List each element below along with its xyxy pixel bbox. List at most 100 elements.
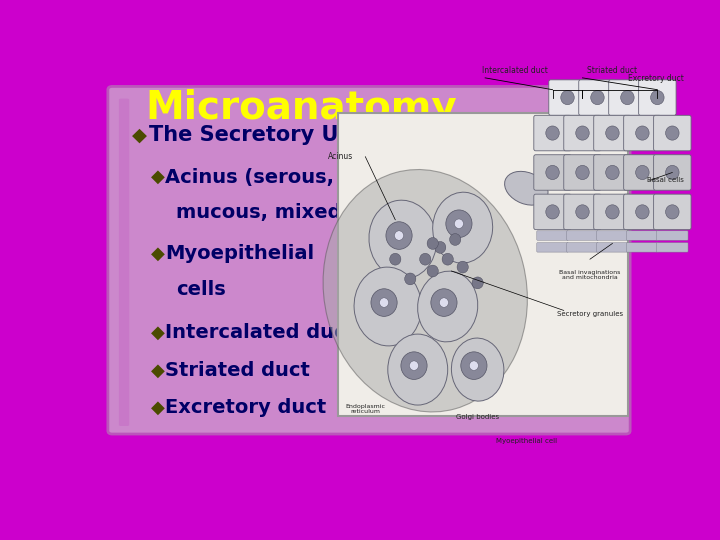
Circle shape (665, 126, 679, 140)
Circle shape (606, 126, 619, 140)
Text: Excretory duct: Excretory duct (166, 399, 327, 417)
Circle shape (379, 298, 389, 307)
Text: Basal invaginations
and mitochondria: Basal invaginations and mitochondria (559, 269, 621, 280)
Circle shape (461, 352, 487, 380)
FancyBboxPatch shape (597, 242, 628, 252)
FancyBboxPatch shape (549, 80, 586, 116)
Circle shape (590, 91, 604, 105)
FancyBboxPatch shape (564, 194, 601, 230)
Text: ◆: ◆ (151, 399, 166, 417)
FancyBboxPatch shape (537, 231, 568, 240)
Text: Striated duct: Striated duct (166, 361, 310, 380)
Circle shape (454, 219, 464, 228)
Ellipse shape (505, 171, 548, 205)
FancyBboxPatch shape (594, 116, 631, 151)
Text: Golgi bodies: Golgi bodies (456, 414, 499, 420)
Circle shape (576, 165, 589, 180)
Text: Acinus (serous,: Acinus (serous, (166, 167, 334, 186)
Circle shape (651, 91, 664, 105)
Circle shape (386, 222, 412, 249)
Circle shape (576, 205, 589, 219)
Circle shape (457, 261, 468, 273)
Circle shape (469, 361, 478, 370)
Text: ◆: ◆ (151, 168, 166, 186)
Text: Intercalated duct: Intercalated duct (482, 66, 548, 75)
Circle shape (449, 234, 461, 245)
FancyBboxPatch shape (657, 242, 688, 252)
FancyBboxPatch shape (626, 242, 658, 252)
Text: Acinus: Acinus (328, 152, 353, 161)
Circle shape (442, 253, 454, 265)
Text: ◆: ◆ (151, 324, 166, 342)
FancyBboxPatch shape (534, 155, 571, 190)
Circle shape (606, 165, 619, 180)
Ellipse shape (433, 192, 492, 263)
Circle shape (546, 205, 559, 219)
FancyBboxPatch shape (657, 231, 688, 240)
Ellipse shape (451, 338, 504, 401)
FancyBboxPatch shape (534, 116, 571, 151)
Circle shape (405, 273, 416, 285)
Text: Excretory duct: Excretory duct (628, 74, 683, 83)
FancyBboxPatch shape (564, 116, 601, 151)
Circle shape (576, 126, 589, 140)
Text: Microanatomy: Microanatomy (145, 90, 457, 127)
Circle shape (665, 165, 679, 180)
FancyBboxPatch shape (608, 80, 646, 116)
FancyBboxPatch shape (567, 242, 598, 252)
FancyBboxPatch shape (534, 194, 571, 230)
FancyBboxPatch shape (567, 231, 598, 240)
FancyBboxPatch shape (624, 155, 661, 190)
Text: Secretory granules: Secretory granules (557, 312, 623, 318)
Circle shape (561, 91, 575, 105)
Circle shape (472, 277, 483, 289)
Ellipse shape (388, 334, 448, 405)
Text: Endoplasmic
reticulum: Endoplasmic reticulum (346, 403, 385, 414)
Text: Basal cells: Basal cells (647, 177, 683, 184)
FancyBboxPatch shape (654, 116, 691, 151)
Text: ◆: ◆ (151, 361, 166, 380)
FancyBboxPatch shape (594, 155, 631, 190)
Text: Striated duct: Striated duct (588, 66, 637, 75)
Text: cells: cells (176, 280, 226, 299)
FancyBboxPatch shape (626, 231, 658, 240)
FancyBboxPatch shape (624, 116, 661, 151)
FancyBboxPatch shape (654, 155, 691, 190)
Ellipse shape (354, 267, 421, 346)
FancyBboxPatch shape (597, 231, 628, 240)
Circle shape (427, 265, 438, 277)
Ellipse shape (323, 170, 527, 412)
Circle shape (401, 352, 427, 380)
Circle shape (410, 361, 418, 370)
Text: ◆: ◆ (151, 245, 166, 263)
Circle shape (636, 126, 649, 140)
Circle shape (636, 165, 649, 180)
FancyBboxPatch shape (564, 155, 601, 190)
Text: Intercalated duct: Intercalated duct (166, 323, 356, 342)
Circle shape (446, 210, 472, 238)
Circle shape (420, 253, 431, 265)
FancyBboxPatch shape (108, 86, 630, 434)
Circle shape (546, 165, 559, 180)
Circle shape (427, 238, 438, 249)
Circle shape (546, 126, 559, 140)
Ellipse shape (369, 200, 436, 279)
Text: mucous, mixed): mucous, mixed) (176, 203, 351, 222)
Circle shape (371, 289, 397, 316)
Text: ◆: ◆ (132, 126, 147, 145)
Text: The Secretory Unit: The Secretory Unit (148, 125, 370, 145)
Text: Myoepithelial: Myoepithelial (166, 245, 315, 264)
FancyBboxPatch shape (654, 194, 691, 230)
Circle shape (435, 241, 446, 253)
Circle shape (621, 91, 634, 105)
FancyBboxPatch shape (639, 80, 676, 116)
Circle shape (395, 231, 403, 240)
FancyBboxPatch shape (338, 113, 629, 416)
Ellipse shape (418, 271, 478, 342)
FancyBboxPatch shape (579, 80, 616, 116)
Circle shape (606, 205, 619, 219)
Circle shape (636, 205, 649, 219)
Circle shape (390, 253, 401, 265)
Circle shape (431, 289, 457, 316)
FancyBboxPatch shape (594, 194, 631, 230)
